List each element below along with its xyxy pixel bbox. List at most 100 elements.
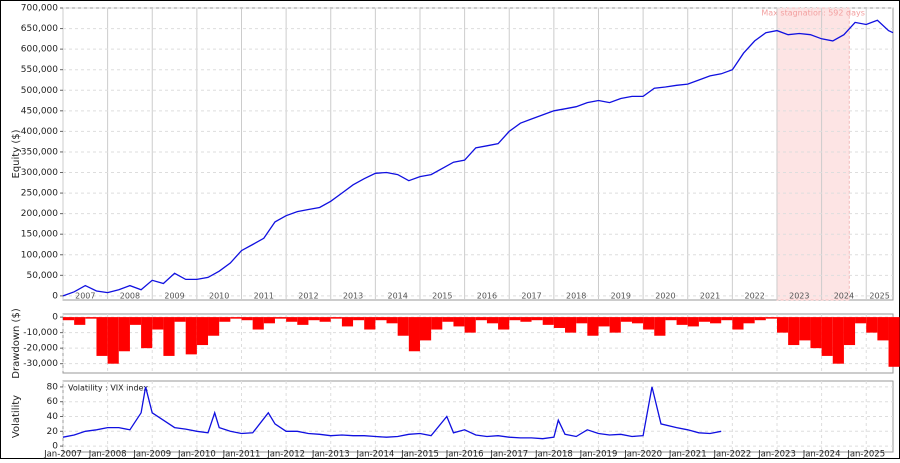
drawdown-bar bbox=[810, 317, 822, 349]
drawdown-bar bbox=[698, 317, 711, 322]
drawdown-bar bbox=[442, 317, 454, 322]
y-tick-label: 20 bbox=[47, 427, 59, 437]
drawdown-bar bbox=[286, 317, 298, 322]
drawdown-bar bbox=[565, 317, 577, 333]
drawdown-bar bbox=[163, 317, 175, 356]
drawdown-bar bbox=[866, 317, 878, 333]
y-tick-label: 40 bbox=[47, 412, 59, 422]
x-tick-label: Jan-2020 bbox=[623, 450, 662, 460]
drawdown-bar bbox=[665, 317, 677, 321]
y-tick-label: 550,000 bbox=[21, 65, 58, 75]
drawdown-bar bbox=[832, 317, 844, 364]
y-tick-label: 250,000 bbox=[21, 189, 58, 199]
x-tick-label: Jan-2007 bbox=[43, 450, 82, 460]
x-tick-label: 2015 bbox=[432, 292, 452, 301]
drawdown-bar bbox=[241, 317, 253, 321]
x-tick-label: Jan-2010 bbox=[177, 450, 216, 460]
drawdown-bar bbox=[141, 317, 153, 349]
drawdown-bar bbox=[799, 317, 811, 341]
drawdown-bar bbox=[408, 317, 420, 352]
x-tick-label: Jan-2019 bbox=[579, 450, 618, 460]
drawdown-bar bbox=[152, 317, 164, 330]
y-tick-label: -20,000 bbox=[23, 344, 58, 354]
drawdown-bar bbox=[297, 317, 309, 325]
x-tick-label: Jan-2014 bbox=[355, 450, 394, 460]
drawdown-bar bbox=[419, 317, 432, 341]
x-tick-label: 2016 bbox=[477, 292, 497, 301]
y-tick-label: 0 bbox=[52, 291, 58, 301]
x-tick-label: Jan-2025 bbox=[846, 450, 885, 460]
drawdown-bar bbox=[453, 317, 465, 327]
drawdown-bar bbox=[230, 317, 242, 319]
drawdown-bar bbox=[386, 317, 398, 324]
y-tick-label: 300,000 bbox=[21, 168, 58, 178]
x-tick-label: Jan-2021 bbox=[668, 450, 707, 460]
x-tick-label: Jan-2012 bbox=[266, 450, 305, 460]
drawdown-bar bbox=[576, 317, 588, 324]
drawdown-bar bbox=[620, 317, 632, 322]
y-tick-label: 600,000 bbox=[21, 45, 58, 55]
drawdown-bar bbox=[732, 317, 744, 330]
x-tick-label: 2024 bbox=[834, 292, 854, 301]
drawdown-bar bbox=[598, 317, 610, 327]
drawdown-bar bbox=[643, 317, 655, 330]
drawdown-bar bbox=[107, 317, 119, 364]
x-tick-label: 2017 bbox=[521, 292, 541, 301]
x-tick-label: 2009 bbox=[164, 292, 184, 301]
y-axis-label: Drawdown ($) bbox=[11, 308, 22, 379]
drawdown-bar bbox=[74, 317, 86, 325]
x-tick-label: 2019 bbox=[611, 292, 631, 301]
drawdown-bar bbox=[464, 317, 476, 333]
drawdown-bar bbox=[353, 317, 365, 321]
y-tick-label: 500,000 bbox=[21, 86, 58, 96]
drawdown-bar bbox=[687, 317, 699, 327]
y-axis-label: Volatility bbox=[11, 395, 22, 438]
x-tick-label: Jan-2013 bbox=[311, 450, 350, 460]
x-tick-label: Jan-2016 bbox=[445, 450, 484, 460]
drawdown-bar bbox=[129, 317, 142, 325]
drawdown-bar bbox=[843, 317, 856, 346]
y-tick-label: 450,000 bbox=[21, 106, 58, 116]
drawdown-bar bbox=[330, 317, 342, 319]
x-tick-label: 2013 bbox=[343, 292, 363, 301]
drawdown-bar bbox=[208, 317, 220, 336]
drawdown-bar bbox=[509, 317, 521, 321]
drawdown-bar bbox=[531, 317, 543, 321]
drawdown-bar bbox=[520, 317, 532, 322]
drawdown-bar bbox=[743, 317, 755, 324]
drawdown-bar bbox=[263, 317, 275, 324]
stagnation-band bbox=[776, 7, 850, 301]
drawdown-bar bbox=[308, 317, 320, 321]
drawdown-bar bbox=[776, 317, 789, 333]
drawdown-bar bbox=[364, 317, 376, 330]
x-tick-label: Jan-2022 bbox=[712, 450, 751, 460]
y-tick-label: 50,000 bbox=[27, 271, 59, 281]
drawdown-bar bbox=[498, 317, 510, 330]
drawdown-bar bbox=[431, 317, 443, 330]
drawdown-bar bbox=[341, 317, 354, 327]
line bbox=[62, 19, 894, 297]
y-tick-label: 400,000 bbox=[21, 127, 58, 137]
x-tick-label: 2018 bbox=[566, 292, 586, 301]
x-tick-label: 2023 bbox=[789, 292, 809, 301]
x-tick-label: 2022 bbox=[744, 292, 764, 301]
x-tick-label: 2020 bbox=[655, 292, 675, 301]
x-tick-label: Jan-2023 bbox=[757, 450, 796, 460]
drawdown-bar bbox=[219, 317, 231, 322]
x-tick-label: Jan-2024 bbox=[802, 450, 841, 460]
y-tick-label: 60 bbox=[47, 397, 59, 407]
drawdown-bar bbox=[710, 317, 722, 324]
drawdown-bar bbox=[654, 317, 666, 336]
drawdown-bar bbox=[319, 317, 331, 322]
y-tick-label: 80 bbox=[47, 382, 59, 392]
x-tick-label: Jan-2018 bbox=[534, 450, 573, 460]
drawdown-bar bbox=[118, 317, 130, 352]
drawdown-bar bbox=[888, 317, 900, 367]
x-tick-label: Jan-2009 bbox=[132, 450, 171, 460]
drawdown-bar bbox=[855, 317, 867, 324]
drawdown-bar bbox=[397, 317, 409, 336]
x-tick-label: 2014 bbox=[387, 292, 407, 301]
drawdown-bar bbox=[587, 317, 599, 336]
x-tick-label: Jan-2008 bbox=[88, 450, 127, 460]
